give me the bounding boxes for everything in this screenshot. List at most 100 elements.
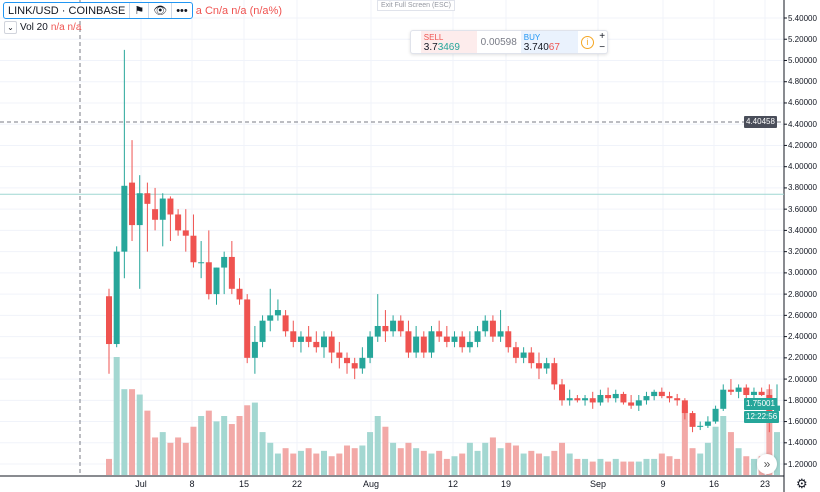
symbol-box[interactable]: LINK/USD · COINBASE ⚑ 👁 ••• (3, 2, 193, 19)
price-tick: 5.40000 (788, 13, 817, 23)
candle-body (144, 193, 151, 204)
volume-bar (466, 442, 473, 475)
price-tick: 1.60000 (788, 417, 817, 427)
candle-body (167, 198, 174, 215)
candle-body (643, 396, 650, 401)
candle-body (681, 400, 688, 414)
more-icon[interactable]: ••• (171, 3, 192, 18)
volume-bar (198, 416, 205, 475)
volume-bar (152, 437, 159, 475)
candle-body (305, 336, 312, 342)
price-tick: 3.40000 (788, 225, 817, 235)
volume-bar (374, 416, 381, 475)
volume-bar (459, 453, 466, 475)
settings-gear-icon[interactable]: ⚙ (796, 476, 808, 491)
flag-icon[interactable]: ⚑ (129, 3, 148, 18)
price-tick: 2.40000 (788, 332, 817, 342)
volume-bar (182, 442, 189, 475)
candle-body (559, 384, 566, 401)
volume-bar (320, 450, 327, 475)
sell-button[interactable]: SELL 3.73469 (420, 31, 477, 53)
candle-body (367, 336, 374, 358)
time-tick: 23 (759, 479, 771, 489)
volume-bar (574, 458, 581, 475)
plus-button[interactable]: + (599, 31, 606, 42)
candle-body (136, 193, 143, 226)
minus-button[interactable]: − (599, 42, 606, 53)
price-tick: 5.00000 (788, 55, 817, 65)
candle-body (336, 352, 343, 358)
exit-fullscreen-button[interactable]: Exit Full Screen (ESC) (377, 0, 456, 11)
candle-body (213, 267, 220, 295)
candle-body (750, 391, 757, 396)
volume-bar (136, 394, 143, 475)
volume-bar (159, 432, 166, 475)
chevron-down-icon[interactable]: ⌄ (4, 21, 17, 34)
candle-body (543, 363, 550, 369)
candle-body (328, 336, 335, 353)
time-tick: 15 (238, 479, 250, 489)
candle-body (628, 402, 635, 406)
volume-bar (635, 461, 642, 475)
volume-bar (267, 442, 274, 475)
trading-panel: SELL 3.73469 0.00598 BUY 3.74067 i + − (410, 30, 608, 54)
price-tick: 4.00000 (788, 162, 817, 172)
candle-body (436, 331, 443, 337)
volume-bar (512, 445, 519, 475)
sell-label: SELL (423, 33, 444, 42)
candle-body (106, 296, 112, 345)
volume-bar (420, 450, 427, 475)
candle-body (482, 320, 489, 332)
candle-body (466, 341, 473, 348)
time-tick: Aug (362, 479, 380, 489)
volume-bar (359, 445, 366, 475)
volume-bar (190, 426, 197, 475)
price-tick: 4.20000 (788, 140, 817, 150)
price-tick: 5.20000 (788, 34, 817, 44)
time-tick: 8 (189, 479, 195, 489)
candle-body (497, 331, 504, 337)
spread-value: 0.00598 (480, 36, 517, 48)
time-tick: Jul (135, 479, 147, 489)
candle-body (397, 320, 404, 332)
price-tick: 3.60000 (788, 204, 817, 214)
scroll-to-realtime-button[interactable]: » (757, 454, 777, 474)
volume-bar (605, 461, 612, 475)
volume-bar (367, 432, 374, 475)
candle-body (297, 336, 304, 342)
volume-bar (175, 437, 182, 475)
candle-body (259, 320, 266, 342)
candle-body (152, 209, 159, 220)
volume-bar (651, 458, 658, 475)
volume-legend: ⌄ Vol 20 n/a n/a (4, 21, 81, 34)
volume-bar (244, 405, 251, 475)
ohlc-values: a Cn/a n/a (n/a%) (195, 4, 282, 17)
candle-body (405, 331, 412, 353)
volume-bar (520, 453, 527, 475)
crosshair-price-label: 4.40458 (744, 116, 777, 128)
candle-body (244, 299, 251, 358)
buy-button[interactable]: BUY 3.74067 (520, 31, 578, 53)
candle-body (651, 391, 658, 397)
volume-bar (259, 432, 266, 475)
volume-bar (297, 450, 304, 475)
volume-bar (382, 426, 389, 475)
drag-handle[interactable] (411, 31, 421, 53)
volume-bar (712, 426, 719, 475)
candle-body (589, 398, 596, 403)
volume-bar (735, 448, 742, 475)
candle-body (735, 387, 742, 392)
volume-bar (620, 461, 627, 475)
time-tick: 16 (708, 479, 720, 489)
eye-icon[interactable]: 👁 (148, 3, 171, 18)
volume-bar (436, 450, 443, 475)
symbol-name[interactable]: LINK/USD · COINBASE (8, 4, 126, 17)
candle-body (129, 182, 136, 226)
candle-body (290, 331, 297, 342)
info-button[interactable]: i (578, 31, 598, 53)
candle-body (221, 256, 228, 268)
candle-body (344, 357, 351, 364)
candle-body (720, 389, 727, 409)
volume-bar (750, 458, 757, 475)
